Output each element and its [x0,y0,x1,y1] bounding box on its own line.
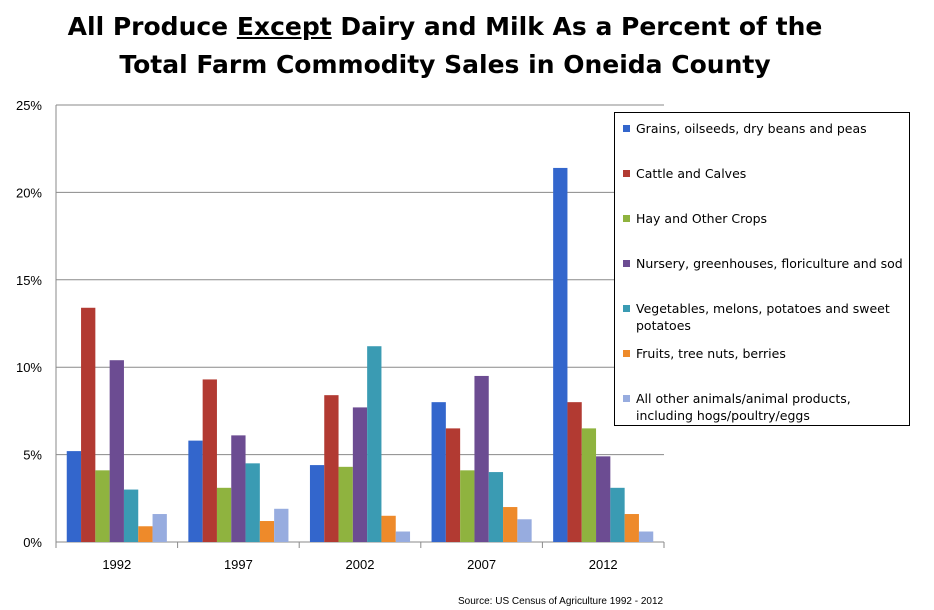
legend-swatch [623,260,630,267]
legend-item: Hay and Other Crops [623,210,903,255]
y-tick-label: 15% [16,273,42,288]
title-prefix: All Produce [67,12,237,41]
bar [553,167,568,543]
bar [202,379,217,542]
bar [188,440,203,542]
title-line-2: Total Farm Commodity Sales in Oneida Cou… [119,50,771,79]
bar [274,508,289,542]
legend-swatch [623,215,630,222]
y-tick-label: 20% [16,185,42,200]
x-tick-label: 2012 [589,557,618,572]
legend-swatch [623,125,630,132]
y-tick-label: 25% [16,98,42,113]
legend-swatch [623,170,630,177]
legend-swatch [623,395,630,402]
y-tick-label: 5% [23,448,42,463]
bar [81,307,96,542]
x-tick-label: 2007 [467,557,496,572]
legend-swatch [623,305,630,312]
bar [567,402,582,542]
source-note: Source: US Census of Agriculture 1992 - … [458,596,664,607]
bar [395,531,411,542]
bar [610,487,625,542]
bar [381,515,396,542]
bar [109,360,124,542]
bar [624,514,639,542]
bar [460,470,475,542]
x-tick-label: 2002 [346,557,375,572]
bar [338,466,353,542]
legend-item: Fruits, tree nuts, berries [623,345,903,390]
legend-item: Vegetables, melons, potatoes and sweet p… [623,300,903,345]
y-tick-label: 10% [16,360,42,375]
bar [152,514,167,542]
bar [431,402,446,542]
bar [259,521,275,542]
bar [138,526,153,542]
bar [231,435,246,542]
bar [367,346,382,542]
bar [445,428,461,542]
legend-item: All other animals/animal products, inclu… [623,390,903,435]
x-tick-label: 1992 [102,557,131,572]
bar [581,428,597,542]
bar [95,470,110,542]
bar [352,407,368,542]
y-tick-label: 0% [23,535,42,550]
legend-label: Grains, oilseeds, dry beans and peas [636,121,867,136]
bar [245,463,260,542]
bar [503,507,518,542]
bar [474,375,489,542]
chart-legend: Grains, oilseeds, dry beans and peas Catt… [614,112,910,426]
bar [216,487,232,542]
legend-label: All other animals/animal products, inclu… [636,391,851,423]
bar [596,456,611,542]
bar [123,489,139,542]
legend-item: Nursery, greenhouses, floriculture and s… [623,255,903,300]
bar [638,531,654,542]
legend-label: Vegetables, melons, potatoes and sweet p… [636,301,890,333]
title-suffix: Dairy and Milk As a Percent of the [331,12,823,41]
bar [309,465,325,542]
bar [66,451,82,542]
legend-item: Grains, oilseeds, dry beans and peas [623,120,903,165]
legend-label: Cattle and Calves [636,166,747,181]
x-tick-label: 1997 [224,557,253,572]
chart-title: All Produce Except Dairy and Milk As a P… [0,8,890,84]
bar [488,472,504,542]
legend-item: Cattle and Calves [623,165,903,210]
legend-label: Fruits, tree nuts, berries [636,346,786,361]
bar [324,395,339,542]
legend-label: Nursery, greenhouses, floriculture and s… [636,256,903,271]
title-underlined-word: Except [236,12,332,41]
legend-swatch [623,350,630,357]
legend-label: Hay and Other Crops [636,211,768,226]
title-line-1: All Produce Except Dairy and Milk As a P… [0,8,890,46]
bar [517,519,532,542]
